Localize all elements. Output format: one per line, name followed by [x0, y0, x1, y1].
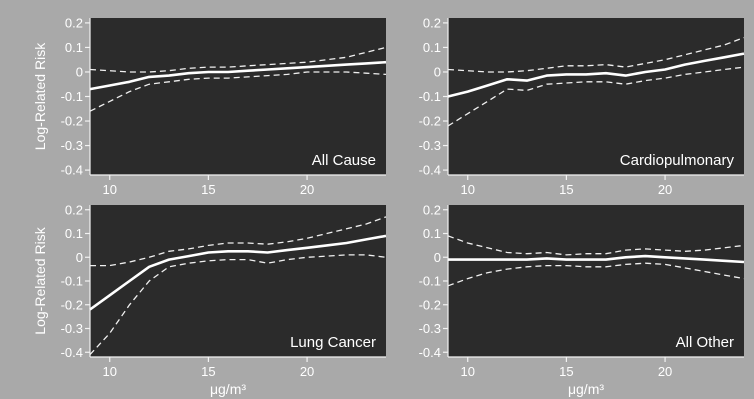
y-tick-label: -0.4 — [61, 345, 83, 360]
y-tick-label: -0.1 — [419, 274, 441, 289]
plot-area — [90, 205, 386, 357]
y-tick-label: 0 — [76, 64, 83, 79]
x-tick-label: 15 — [201, 364, 215, 379]
y-tick-label: 0.2 — [65, 15, 83, 30]
panel-title: Cardiopulmonary — [620, 152, 735, 169]
y-tick-label: -0.4 — [419, 163, 441, 178]
panel-2: 0.2 0.1 0 -0.1 -0.2 -0.3 -0.4 10 15 20 Cardiopulmo… — [419, 15, 745, 197]
y-tick-label: -0.2 — [61, 297, 83, 312]
y-tick-label: -0.2 — [419, 114, 441, 129]
panel-title: Lung Cancer — [290, 334, 376, 351]
y-tick-label: 0.1 — [423, 40, 441, 55]
y-tick-label: 0.2 — [423, 202, 441, 217]
y-tick-label: -0.1 — [61, 274, 83, 289]
x-tick-label: 15 — [559, 182, 573, 197]
estimate-line — [447, 52, 745, 98]
y-tick-label: -0.2 — [61, 114, 83, 129]
upper-ci-line — [90, 216, 387, 267]
lower-ci-line — [447, 262, 745, 287]
y-tick-label: -0.3 — [61, 321, 83, 336]
panel-3: 0.2 0.1 0 -0.1 -0.2 -0.3 -0.4 10 15 20 Lung Cancer… — [32, 202, 387, 397]
y-tick-label: -0.1 — [419, 89, 441, 104]
plot-area — [448, 205, 744, 357]
x-axis-title: μg/m³ — [210, 381, 246, 397]
x-tick-label: 20 — [300, 182, 314, 197]
panel-title: All Cause — [312, 152, 376, 169]
panel-1: 0.2 0.1 0 -0.1 -0.2 -0.3 -0.4 10 15 20 All Cause Lo… — [32, 15, 387, 197]
estimate-line — [89, 234, 387, 311]
y-tick-label: -0.2 — [419, 297, 441, 312]
y-tick-label: 0.2 — [65, 202, 83, 217]
y-tick-label: 0.1 — [65, 40, 83, 55]
x-tick-label: 10 — [102, 364, 116, 379]
y-tick-label: 0.1 — [423, 226, 441, 241]
x-axis-title: μg/m³ — [568, 381, 604, 397]
panel-title: All Other — [676, 334, 734, 351]
x-tick-label: 20 — [658, 364, 672, 379]
x-tick-label: 20 — [300, 364, 314, 379]
y-axis-title: Log-Related Risk — [32, 42, 48, 150]
y-tick-label: -0.3 — [61, 138, 83, 153]
x-tick-label: 10 — [460, 182, 474, 197]
y-tick-label: 0 — [434, 64, 441, 79]
x-tick-label: 10 — [460, 364, 474, 379]
panel-4: 0.2 0.1 0 -0.1 -0.2 -0.3 -0.4 10 15 20 All Other μg… — [419, 202, 745, 397]
plot-area — [448, 18, 744, 175]
x-tick-label: 10 — [102, 182, 116, 197]
y-tick-label: 0 — [76, 250, 83, 265]
y-tick-label: -0.3 — [419, 138, 441, 153]
y-tick-label: -0.3 — [419, 321, 441, 336]
y-axis-title: Log-Related Risk — [32, 226, 48, 334]
x-tick-label: 15 — [201, 182, 215, 197]
y-tick-label: 0.1 — [65, 226, 83, 241]
x-tick-label: 20 — [658, 182, 672, 197]
lower-ci-line — [89, 71, 387, 112]
upper-ci-line — [447, 235, 745, 256]
estimate-line — [89, 60, 387, 91]
y-tick-label: 0.2 — [423, 15, 441, 30]
y-tick-label: -0.4 — [419, 345, 441, 360]
estimate-line — [448, 254, 745, 264]
plot-area — [90, 18, 386, 175]
y-tick-label: -0.1 — [61, 89, 83, 104]
y-tick-label: 0 — [434, 250, 441, 265]
x-tick-label: 15 — [559, 364, 573, 379]
y-tick-label: -0.4 — [61, 163, 83, 178]
